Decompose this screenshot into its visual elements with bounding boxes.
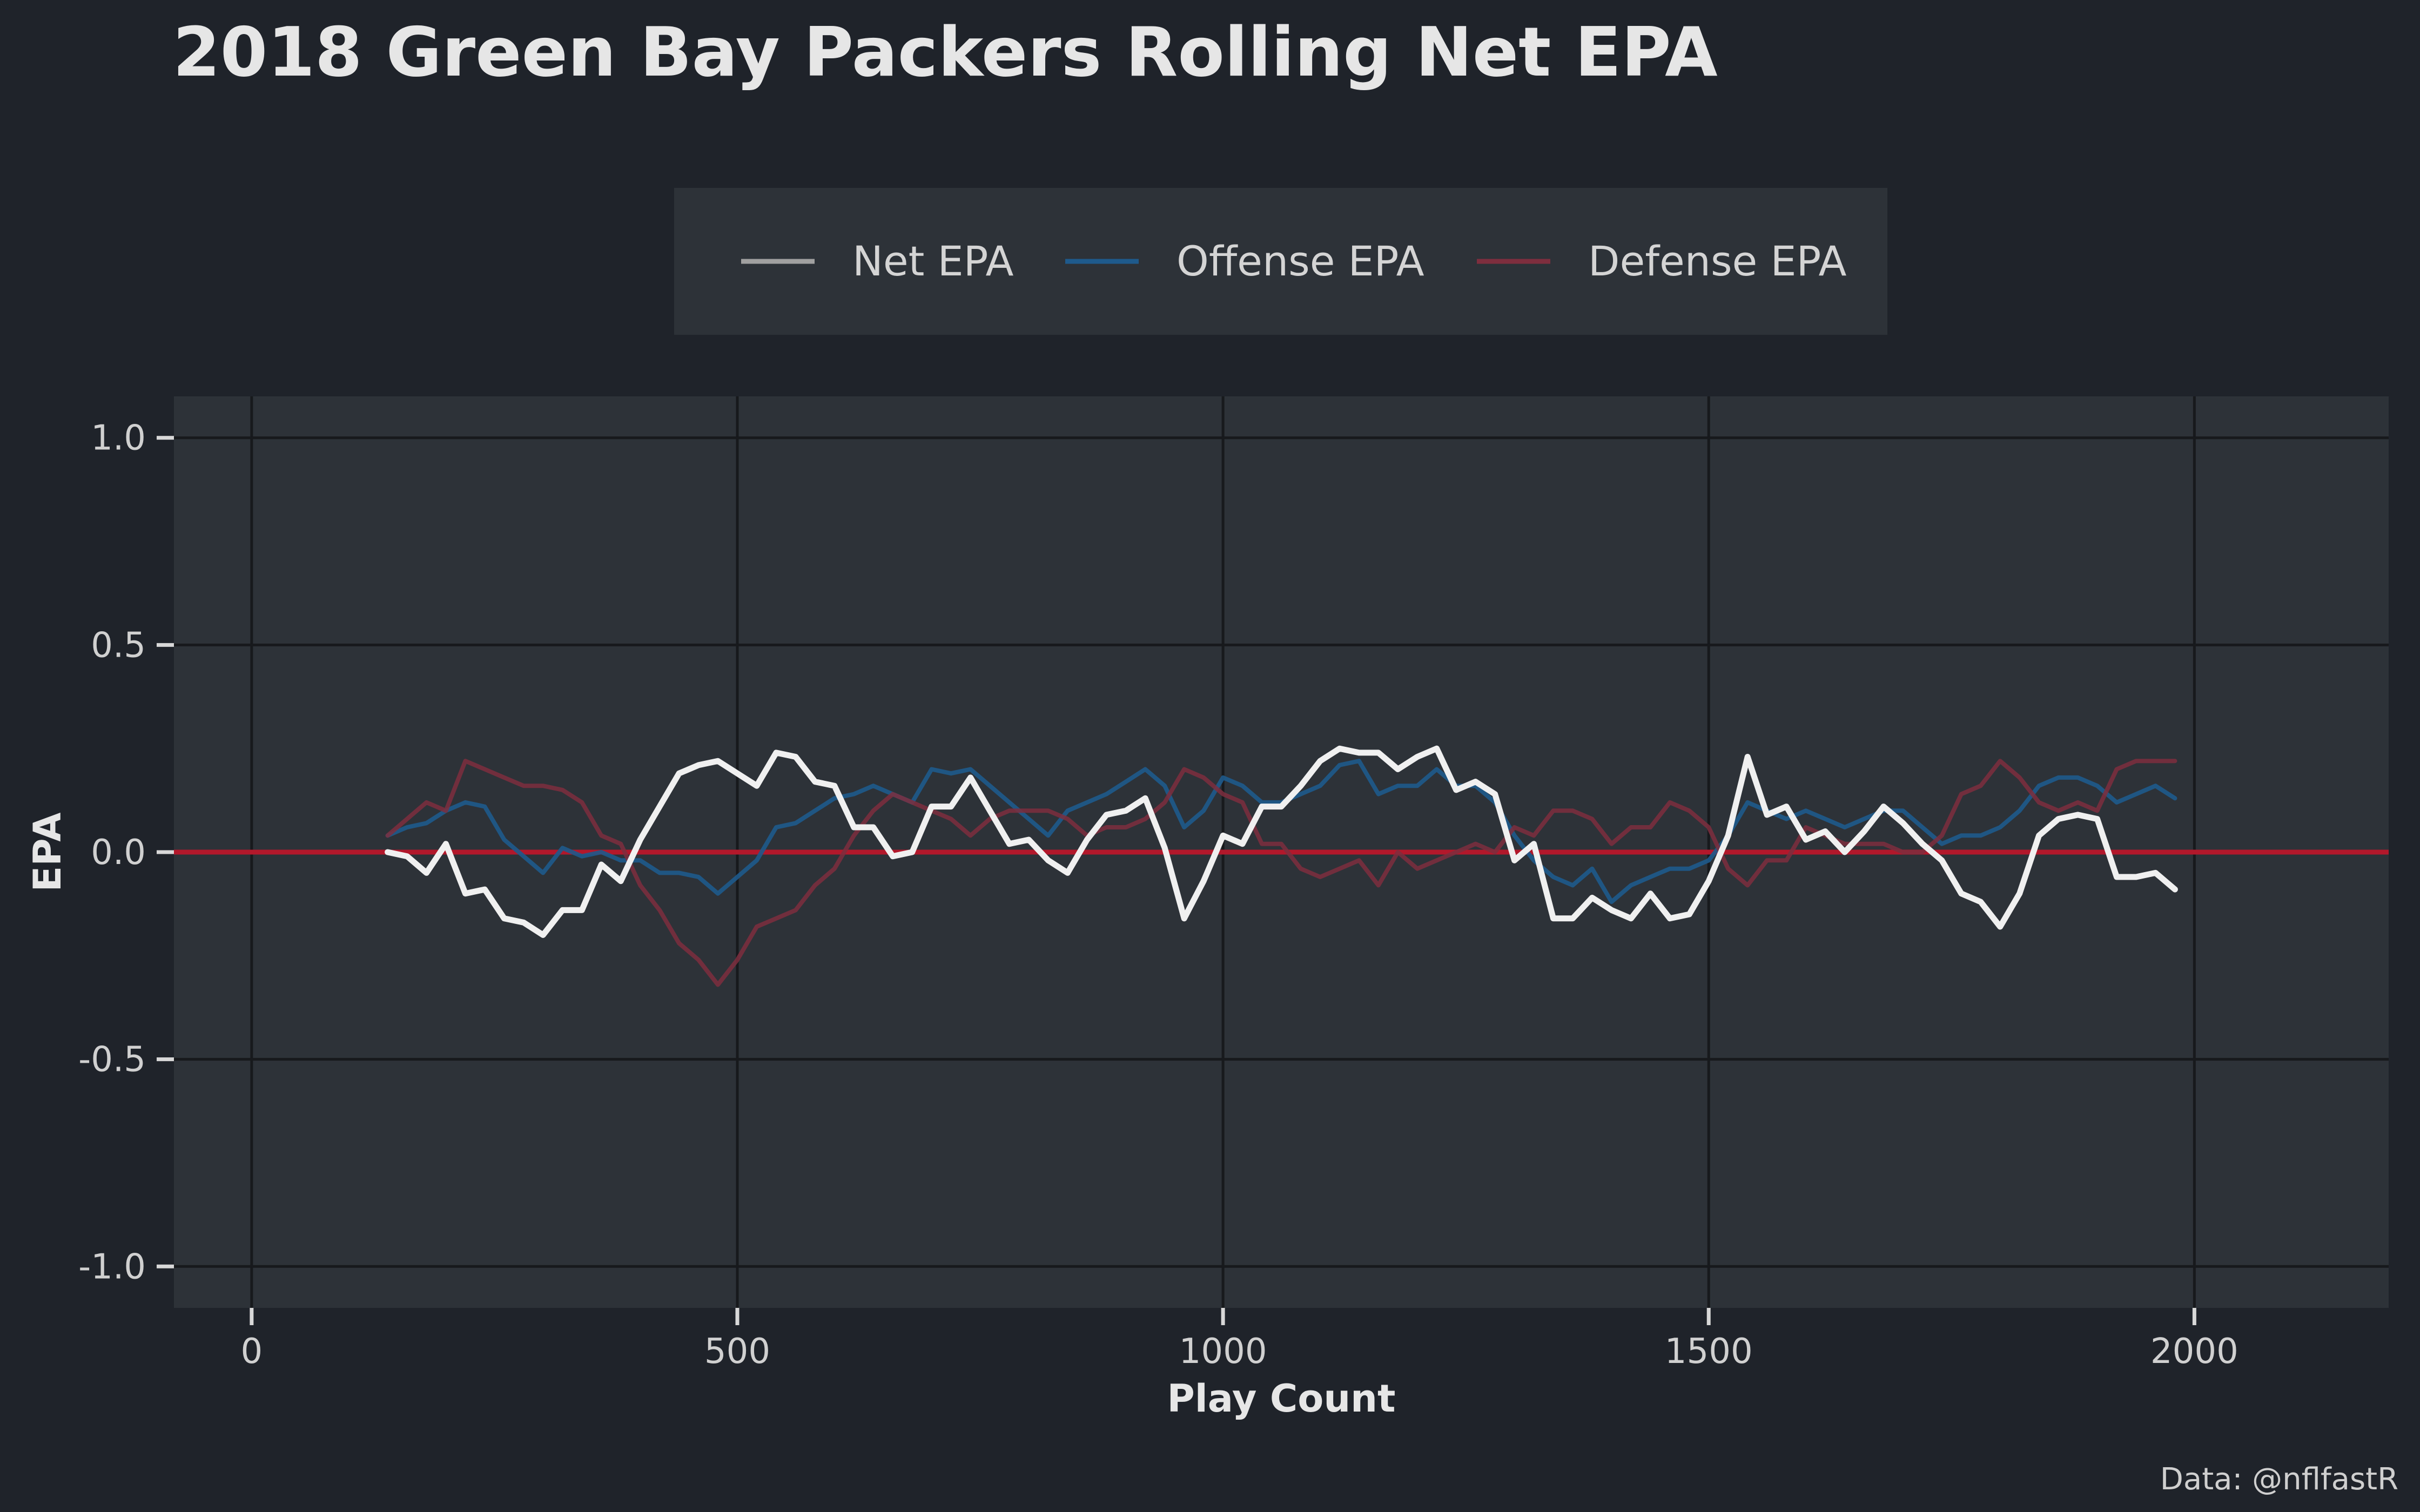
x-tick-label-1500: 1500 — [1665, 1332, 1753, 1372]
x-axis-title: Play Count — [1167, 1376, 1396, 1421]
x-tick-label-1000: 1000 — [1179, 1332, 1267, 1372]
net-epa-line — [385, 745, 2178, 938]
legend-item-offense: Offense EPA — [1065, 237, 1424, 285]
y-tick-label-0.5: 0.5 — [91, 625, 146, 665]
caption: Data: @nflfastR — [2160, 1462, 2398, 1497]
axis-ticks: 0 500 1000 1500 2000 1.0 0.5 0.0 -0.5 -1.0 — [78, 418, 2238, 1372]
defense-epa-line — [385, 759, 2177, 987]
legend: Net EPA Offense EPA Defense EPA — [674, 188, 1887, 335]
chart-title: 2018 Green Bay Packers Rolling Net EPA — [173, 12, 1718, 92]
y-tick-label-0.0: 0.0 — [91, 833, 146, 873]
legend-label-offense: Offense EPA — [1177, 237, 1424, 285]
legend-item-defense: Defense EPA — [1477, 237, 1846, 285]
legend-box — [674, 188, 1887, 335]
x-tick-label-500: 500 — [704, 1332, 770, 1372]
series-layer — [385, 745, 2178, 987]
y-tick-label-1.0: 1.0 — [91, 418, 146, 458]
y-tick-label--1.0: -1.0 — [78, 1247, 146, 1287]
x-tick-label-0: 0 — [241, 1332, 263, 1372]
x-tick-label-2000: 2000 — [2150, 1332, 2238, 1372]
legend-item-net: Net EPA — [741, 237, 1014, 285]
legend-label-net: Net EPA — [852, 237, 1014, 285]
y-axis-title: EPA — [25, 813, 70, 892]
y-tick-label--0.5: -0.5 — [78, 1040, 146, 1080]
legend-label-defense: Defense EPA — [1588, 237, 1846, 285]
